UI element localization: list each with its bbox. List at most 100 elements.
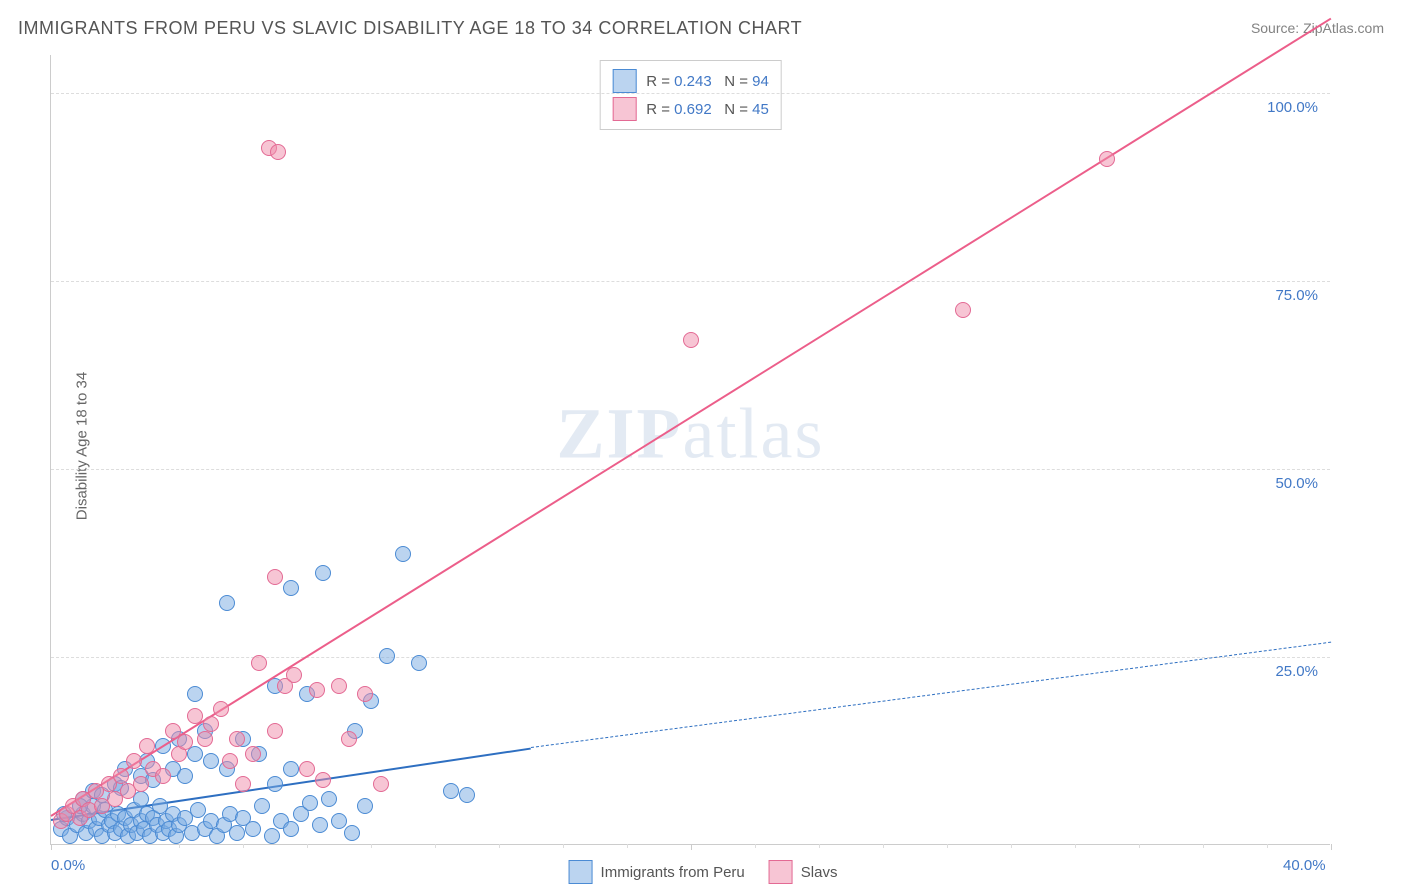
x-minor-tick — [947, 844, 948, 848]
y-tick-label: 75.0% — [1275, 287, 1318, 304]
data-point-slavs — [1099, 151, 1115, 167]
data-point-slavs — [357, 686, 373, 702]
data-point-slavs — [245, 746, 261, 762]
data-point-peru — [344, 825, 360, 841]
legend-r-text: R = 0.243 N = 94 — [646, 73, 769, 90]
data-point-slavs — [213, 701, 229, 717]
x-minor-tick — [1139, 844, 1140, 848]
y-tick-label: 100.0% — [1267, 99, 1318, 116]
x-minor-tick — [179, 844, 180, 848]
x-minor-tick — [371, 844, 372, 848]
gridline — [51, 93, 1330, 94]
bottom-legend-item: Immigrants from Peru — [569, 860, 745, 884]
data-point-peru — [357, 798, 373, 814]
x-minor-tick — [755, 844, 756, 848]
data-point-slavs — [373, 776, 389, 792]
data-point-slavs — [155, 768, 171, 784]
x-minor-tick — [307, 844, 308, 848]
legend-r-text: R = 0.692 N = 45 — [646, 101, 769, 118]
data-point-peru — [219, 595, 235, 611]
data-point-peru — [203, 753, 219, 769]
x-minor-tick — [883, 844, 884, 848]
data-point-peru — [267, 776, 283, 792]
data-point-slavs — [315, 772, 331, 788]
data-point-peru — [459, 787, 475, 803]
legend-swatch — [769, 860, 793, 884]
bottom-legend-label: Immigrants from Peru — [601, 864, 745, 881]
x-minor-tick — [115, 844, 116, 848]
data-point-slavs — [341, 731, 357, 747]
data-point-peru — [177, 768, 193, 784]
x-minor-tick — [819, 844, 820, 848]
correlation-legend: R = 0.243 N = 94 R = 0.692 N = 45 — [599, 60, 782, 130]
data-point-peru — [411, 655, 427, 671]
data-point-slavs — [126, 753, 142, 769]
data-point-peru — [283, 761, 299, 777]
data-point-slavs — [309, 682, 325, 698]
data-point-slavs — [139, 738, 155, 754]
data-point-slavs — [187, 708, 203, 724]
x-minor-tick — [627, 844, 628, 848]
data-point-slavs — [955, 302, 971, 318]
y-tick-label: 25.0% — [1275, 663, 1318, 680]
data-point-slavs — [331, 678, 347, 694]
data-point-slavs — [133, 776, 149, 792]
data-point-slavs — [251, 655, 267, 671]
data-point-peru — [254, 798, 270, 814]
data-point-peru — [395, 546, 411, 562]
data-point-peru — [283, 821, 299, 837]
data-point-slavs — [177, 734, 193, 750]
data-point-slavs — [299, 761, 315, 777]
x-major-tick — [51, 844, 52, 850]
data-point-peru — [315, 565, 331, 581]
data-point-peru — [302, 795, 318, 811]
data-point-slavs — [286, 667, 302, 683]
x-tick-label: 0.0% — [51, 857, 85, 874]
data-point-peru — [312, 817, 328, 833]
data-point-slavs — [235, 776, 251, 792]
data-point-peru — [245, 821, 261, 837]
data-point-peru — [229, 825, 245, 841]
data-point-slavs — [267, 569, 283, 585]
x-minor-tick — [243, 844, 244, 848]
x-minor-tick — [499, 844, 500, 848]
x-minor-tick — [1075, 844, 1076, 848]
data-point-peru — [379, 648, 395, 664]
gridline — [51, 281, 1330, 282]
x-major-tick — [1331, 844, 1332, 850]
data-point-slavs — [113, 768, 129, 784]
data-point-peru — [321, 791, 337, 807]
data-point-slavs — [270, 144, 286, 160]
data-point-slavs — [229, 731, 245, 747]
bottom-legend-label: Slavs — [801, 864, 838, 881]
gridline — [51, 657, 1330, 658]
legend-row-peru: R = 0.243 N = 94 — [612, 67, 769, 95]
chart-plot-area: ZIPatlas R = 0.243 N = 94 R = 0.692 N = 4… — [50, 55, 1330, 845]
bottom-legend-item: Slavs — [769, 860, 838, 884]
legend-swatch — [569, 860, 593, 884]
x-minor-tick — [1011, 844, 1012, 848]
gridline — [51, 469, 1330, 470]
x-tick-label: 40.0% — [1283, 857, 1326, 874]
watermark-atlas: atlas — [683, 393, 825, 473]
data-point-peru — [443, 783, 459, 799]
data-point-slavs — [222, 753, 238, 769]
data-point-slavs — [203, 716, 219, 732]
data-point-peru — [264, 828, 280, 844]
y-tick-label: 50.0% — [1275, 475, 1318, 492]
x-major-tick — [691, 844, 692, 850]
data-point-peru — [283, 580, 299, 596]
x-minor-tick — [1203, 844, 1204, 848]
data-point-peru — [187, 686, 203, 702]
data-point-slavs — [197, 731, 213, 747]
watermark: ZIPatlas — [557, 392, 825, 475]
legend-row-slavs: R = 0.692 N = 45 — [612, 95, 769, 123]
source-prefix: Source: — [1251, 20, 1303, 36]
legend-swatch — [612, 97, 636, 121]
x-minor-tick — [563, 844, 564, 848]
data-point-slavs — [683, 332, 699, 348]
data-point-slavs — [267, 723, 283, 739]
x-minor-tick — [1267, 844, 1268, 848]
series-legend: Immigrants from Peru Slavs — [569, 860, 838, 884]
trend-line — [50, 18, 1331, 817]
